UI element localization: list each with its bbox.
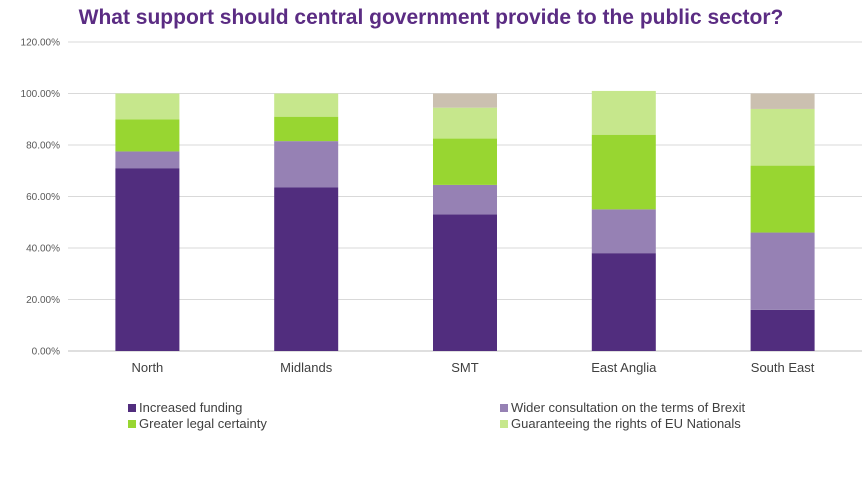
bar-segment [750,309,815,351]
bar-segment [433,214,497,351]
bar-segment [750,232,815,310]
legend-item-greater-legal-certainty: Greater legal certainty [128,416,267,431]
y-tick-label: 120.00% [21,38,61,49]
bar-segment [591,209,656,254]
bar-segment [274,187,339,351]
legend-item-increased-funding: Increased funding [128,400,242,415]
y-tick-label: 60.00% [26,192,60,203]
bar-segment [750,165,815,233]
y-tick-label: 0.00% [32,347,60,358]
bar-segment [115,93,180,120]
bar-segment [433,93,497,108]
x-tick-label: South East [751,360,815,375]
chart-legend: Increased funding Wider consultation on … [0,398,862,438]
chart-title: What support should central government p… [78,6,784,29]
legend-swatch [500,403,508,412]
y-tick-label: 40.00% [26,244,60,255]
bar-segment [274,93,339,117]
legend-label: Wider consultation on the terms of Brexi… [511,400,746,415]
x-tick-label: North [132,360,164,375]
legend-item-guaranteeing-rights: Guaranteeing the rights of EU Nationals [500,416,741,431]
x-tick-label: Midlands [280,360,333,375]
bar-segment [274,141,339,188]
bar-segment [591,134,656,210]
bar-segment [274,116,339,142]
bar-segment [750,93,815,109]
legend-swatch [500,419,508,428]
legend-swatch [128,403,136,412]
bar-segment [433,107,497,139]
bar-segment [750,108,815,166]
bar-segment [115,119,180,152]
legend-label: Greater legal certainty [139,416,267,431]
y-tick-label: 100.00% [21,89,61,100]
x-tick-label: East Anglia [591,360,657,375]
bar-segment [433,138,497,185]
bar-segment [115,151,180,169]
bar-segment [591,90,656,135]
y-tick-label: 20.00% [26,295,60,306]
stacked-bar-chart: 0.00% 20.00% 40.00% 60.00% 80.00% 100.00% 120.… [21,38,862,375]
bar-segment [433,184,497,215]
legend-swatch [128,419,136,428]
legend-label: Increased funding [139,400,243,415]
bar-segment [115,168,180,351]
bar-segment [591,253,656,351]
y-tick-label: 80.00% [26,141,60,152]
legend-label: Guaranteeing the rights of EU Nationals [511,416,741,431]
x-tick-label: SMT [451,360,479,375]
legend-item-wider-consultation: Wider consultation on the terms of Brexi… [500,400,745,415]
